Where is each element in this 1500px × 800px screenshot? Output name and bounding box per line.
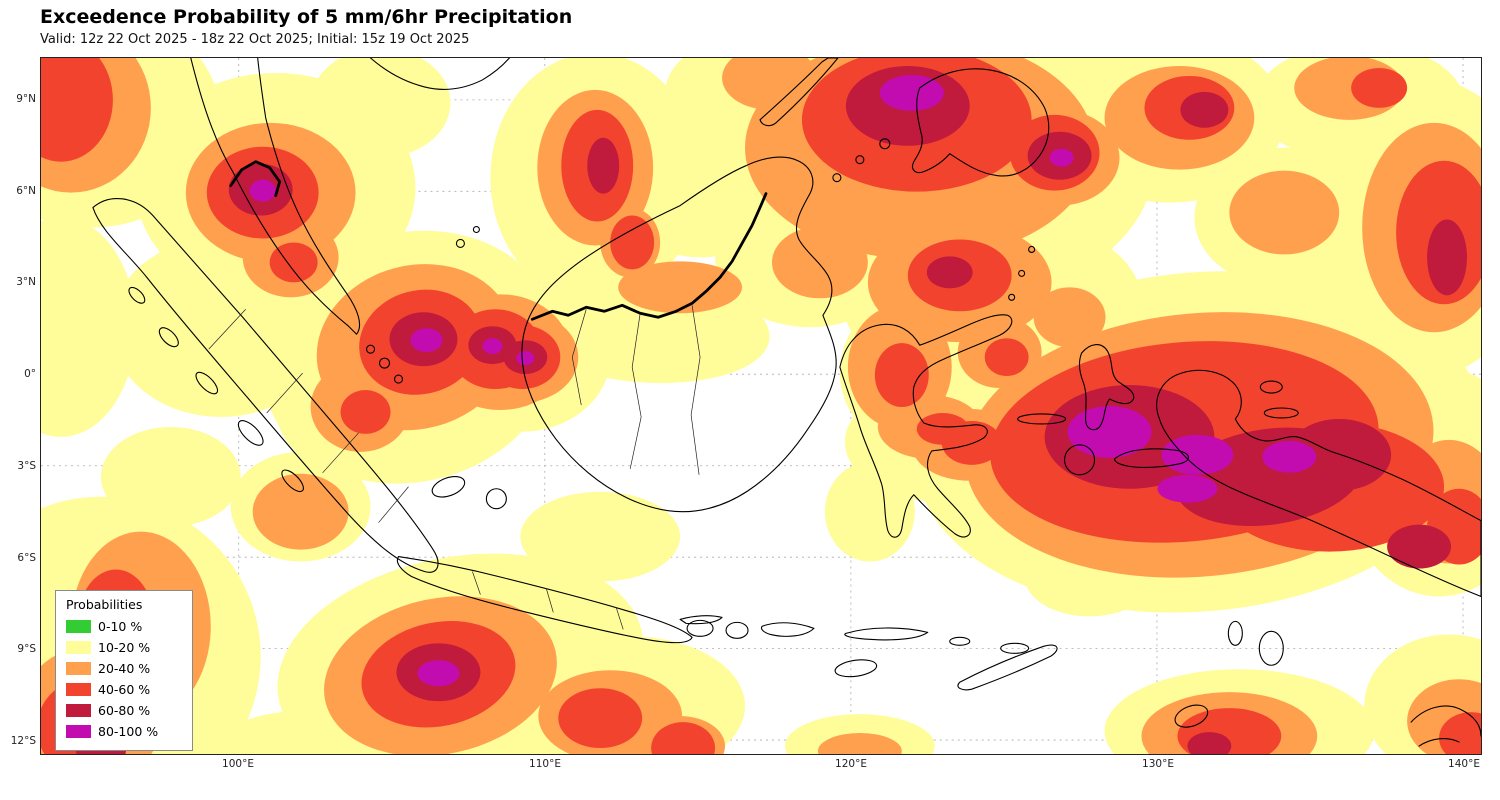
lat-label-9s: 9°S <box>17 643 36 655</box>
legend-item-60-80: 60-80 % <box>66 700 182 721</box>
lat-label-12s: 12°S <box>10 735 36 747</box>
legend-swatch-0-10 <box>66 620 91 633</box>
sumatra-province-borders <box>208 309 409 523</box>
lat-label-3n: 3°N <box>16 276 36 288</box>
seram-coastline <box>1113 448 1189 468</box>
sulu-archipelago-coastline <box>832 138 891 183</box>
map-canvas: Probabilities 0-10 % 10-20 % 20-40 % 40-… <box>40 57 1482 755</box>
borneo-coastline <box>521 156 837 513</box>
coastlines <box>92 58 1481 747</box>
map-header: Exceedence Probability of 5 mm/6hr Preci… <box>40 6 572 47</box>
legend-label-10-20: 10-20 % <box>98 640 151 655</box>
legend-swatch-10-20 <box>66 641 91 654</box>
java-province-borders <box>472 571 624 630</box>
bottom-right-coastline <box>1410 705 1481 747</box>
lon-label-110e: 110°E <box>529 758 561 770</box>
java-coastline <box>396 556 693 644</box>
malaysia-thailand-border <box>229 160 282 198</box>
madura-coastline <box>679 615 723 625</box>
legend-swatch-20-40 <box>66 662 91 675</box>
mentawai-islands-coastline <box>128 286 304 493</box>
legend-item-0-10: 0-10 % <box>66 616 182 637</box>
lat-label-0: 0° <box>24 368 36 380</box>
halmahera-coastline <box>1078 344 1135 431</box>
legend-item-80-100: 80-100 % <box>66 721 182 742</box>
bangka-belitung-coastline <box>431 475 507 510</box>
legend-swatch-40-60 <box>66 683 91 696</box>
legend-item-40-60: 40-60 % <box>66 679 182 700</box>
malay-peninsula-coastline <box>190 58 361 335</box>
precipitation-probability-map <box>41 58 1481 754</box>
page-subtitle: Valid: 12z 22 Oct 2025 - 18z 22 Oct 2025… <box>40 31 470 47</box>
natuna-islands-coastline <box>455 225 480 249</box>
lon-label-130e: 130°E <box>1142 758 1174 770</box>
lat-label-3s: 3°S <box>17 460 36 472</box>
palawan-coastline <box>759 58 839 127</box>
legend-label-0-10: 0-10 % <box>98 619 143 634</box>
lon-label-100e: 100°E <box>222 758 254 770</box>
lat-label-9n: 9°N <box>16 93 36 105</box>
indochina-coastline <box>369 58 510 90</box>
legend-label-40-60: 40-60 % <box>98 682 151 697</box>
papua-offshore-islands <box>1259 380 1299 419</box>
lon-label-120e: 120°E <box>835 758 867 770</box>
lat-label-6n: 6°N <box>16 185 36 197</box>
riau-islands-coastline <box>365 344 404 384</box>
page-title: Exceedence Probability of 5 mm/6hr Preci… <box>40 6 573 28</box>
buru-coastline <box>1064 444 1096 476</box>
probability-field-80-100 <box>249 74 1317 687</box>
legend-label-80-100: 80-100 % <box>98 724 159 739</box>
legend-swatch-80-100 <box>66 725 91 738</box>
kalimantan-malaysia-border <box>530 192 768 321</box>
lesser-sunda-islands-coastline <box>686 619 1058 691</box>
tanimbar-kai-aru-coastline <box>1174 620 1284 728</box>
legend-swatch-60-80 <box>66 704 91 717</box>
legend-item-20-40: 20-40 % <box>66 658 182 679</box>
map-legend: Probabilities 0-10 % 10-20 % 20-40 % 40-… <box>55 590 193 751</box>
mindanao-coastline <box>911 68 1050 177</box>
new-guinea-coastline <box>1156 369 1481 598</box>
sula-islands-coastline <box>1017 413 1067 425</box>
sangihe-islands-coastline <box>1008 245 1036 301</box>
sulawesi-coastline <box>839 314 1013 538</box>
sumatra-coastline <box>92 198 439 573</box>
legend-title: Probabilities <box>66 597 143 612</box>
lon-label-140e: 140°E <box>1448 758 1480 770</box>
legend-item-10-20: 10-20 % <box>66 637 182 658</box>
legend-label-20-40: 20-40 % <box>98 661 151 676</box>
borneo-province-borders <box>571 305 701 475</box>
legend-label-60-80: 60-80 % <box>98 703 151 718</box>
lat-label-6s: 6°S <box>17 552 36 564</box>
